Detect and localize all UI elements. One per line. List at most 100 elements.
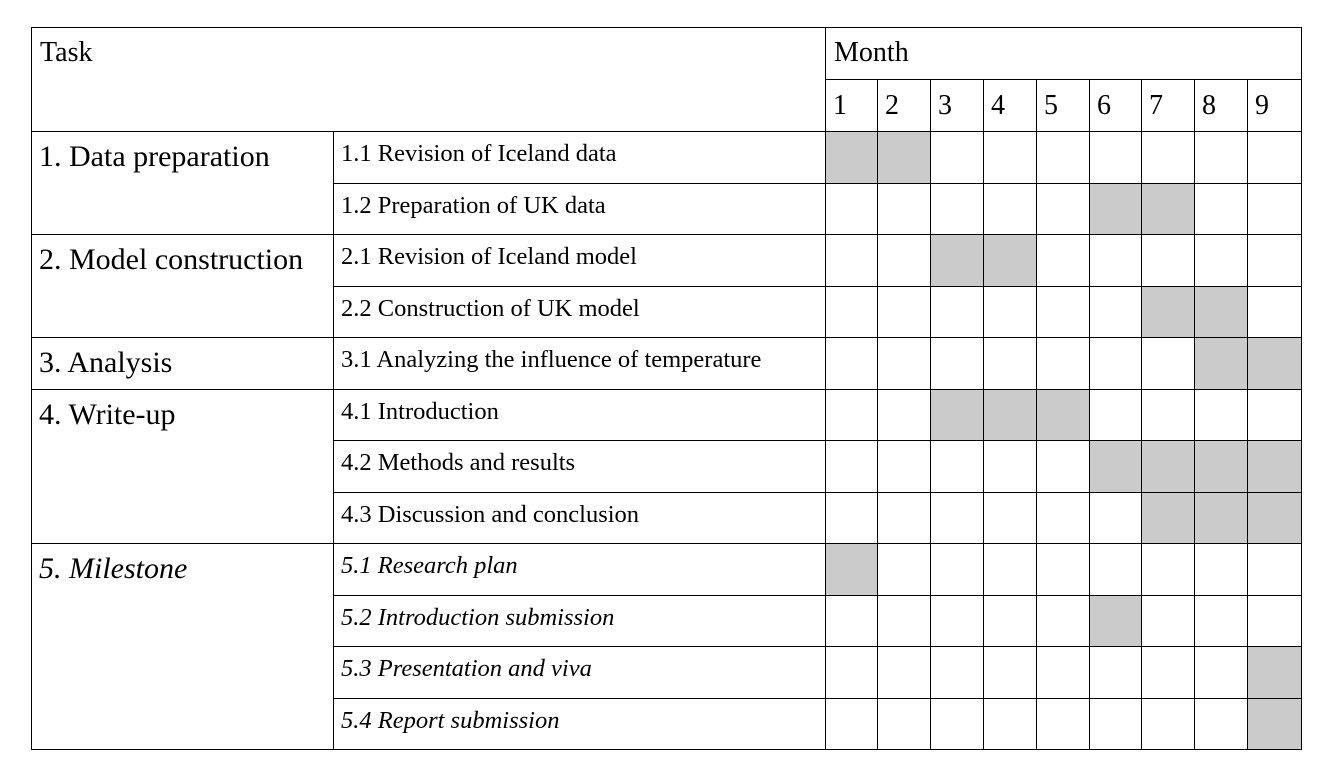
gantt-body: Task Month 1 2 3 4 5 6 7 8 9 1. Data pre… xyxy=(30,27,1303,750)
gantt-cell-filled xyxy=(1194,337,1249,390)
gantt-cell-filled xyxy=(1194,285,1249,338)
task-label: 1.1 Revision of Iceland data xyxy=(332,131,827,184)
gantt-cell-empty xyxy=(930,440,985,493)
gantt-cell-filled xyxy=(1247,440,1303,493)
gantt-cell-empty xyxy=(1036,543,1091,596)
gantt-cell-empty xyxy=(1141,131,1196,184)
group-label: 4. Write-up xyxy=(31,388,334,544)
gantt-cell-empty xyxy=(1036,440,1091,493)
gantt-cell-empty xyxy=(983,285,1038,338)
gantt-cell-filled xyxy=(1141,491,1196,544)
gantt-cell-empty xyxy=(1089,697,1143,750)
task-label: 5.1 Research plan xyxy=(332,543,827,596)
month-number: 4 xyxy=(983,79,1038,132)
month-number: 9 xyxy=(1247,79,1303,132)
task-row: 5.2 Introduction submission xyxy=(32,594,1303,647)
gantt-cell-empty xyxy=(1036,182,1091,235)
task-row: 1.2 Preparation of UK data xyxy=(32,182,1303,235)
gantt-cell-empty xyxy=(1141,646,1196,699)
gantt-cell-empty xyxy=(930,594,985,647)
gantt-cell-filled xyxy=(1036,388,1091,441)
gantt-cell-empty xyxy=(1141,388,1196,441)
gantt-cell-empty xyxy=(825,440,879,493)
gantt-cell-empty xyxy=(825,337,879,390)
group-label: 2. Model construction xyxy=(31,234,334,338)
task-header: Task xyxy=(30,27,827,132)
gantt-cell-empty xyxy=(877,337,932,390)
gantt-cell-empty xyxy=(930,337,985,390)
gantt-cell-filled xyxy=(877,131,932,184)
task-label: 4.2 Methods and results xyxy=(332,440,827,493)
gantt-cell-empty xyxy=(1089,234,1143,287)
gantt-cell-filled xyxy=(1141,285,1196,338)
gantt-cell-empty xyxy=(983,594,1038,647)
gantt-cell-empty xyxy=(930,285,985,338)
task-row: 5. Milestone 5.1 Research plan xyxy=(31,543,1303,750)
gantt-cell-empty xyxy=(1247,182,1303,235)
gantt-cell-empty xyxy=(1089,337,1143,390)
group-label: 1. Data preparation xyxy=(31,131,334,235)
task-row: 3. Analysis 3.1 Analyzing the influence o… xyxy=(31,337,1303,390)
gantt-cell-empty xyxy=(983,646,1038,699)
gantt-cell-empty xyxy=(877,388,932,441)
header-row: Task Month xyxy=(30,27,1303,132)
gantt-cell-empty xyxy=(877,285,932,338)
month-header: Month xyxy=(825,27,1303,80)
gantt-cell-empty xyxy=(825,646,879,699)
gantt-cell-empty xyxy=(930,131,985,184)
gantt-cell-empty xyxy=(983,131,1038,184)
gantt-cell-empty xyxy=(930,646,985,699)
gantt-cell-empty xyxy=(1247,594,1303,647)
gantt-cell-empty xyxy=(825,388,879,441)
gantt-cell-empty xyxy=(1089,543,1143,596)
gantt-cell-empty xyxy=(930,182,985,235)
gantt-cell-filled xyxy=(1247,491,1303,544)
task-row: 5.3 Presentation and viva xyxy=(32,646,1303,699)
gantt-cell-empty xyxy=(1194,131,1249,184)
gantt-cell-filled xyxy=(1247,646,1303,699)
gantt-cell-empty xyxy=(1247,543,1303,596)
task-label: 5.4 Report submission xyxy=(332,697,827,750)
task-row: 2.2 Construction of UK model xyxy=(32,285,1303,338)
gantt-table: Task Month 1 2 3 4 5 6 7 8 9 1. Data pre… xyxy=(30,27,1303,750)
gantt-cell-empty xyxy=(983,491,1038,544)
task-row: 4. Write-up 4.1 Introduction xyxy=(31,388,1303,544)
gantt-cell-empty xyxy=(1194,182,1249,235)
gantt-cell-filled xyxy=(1089,594,1143,647)
gantt-cell-filled xyxy=(930,234,985,287)
gantt-cell-filled xyxy=(1247,337,1303,390)
gantt-cell-filled xyxy=(825,131,879,184)
gantt-cell-filled xyxy=(1141,440,1196,493)
gantt-cell-empty xyxy=(1194,234,1249,287)
gantt-cell-empty xyxy=(983,182,1038,235)
gantt-cell-empty xyxy=(1089,285,1143,338)
group-label: 3. Analysis xyxy=(31,337,334,390)
gantt-cell-filled xyxy=(1141,182,1196,235)
gantt-cell-filled xyxy=(983,388,1038,441)
gantt-cell-empty xyxy=(983,543,1038,596)
gantt-cell-empty xyxy=(930,543,985,596)
month-number: 8 xyxy=(1194,79,1249,132)
task-label: 1.2 Preparation of UK data xyxy=(332,182,827,235)
gantt-cell-empty xyxy=(1089,131,1143,184)
task-row: 4.3 Discussion and conclusion xyxy=(32,491,1303,544)
task-label: 3.1 Analyzing the influence of temperatu… xyxy=(332,337,827,390)
gantt-cell-empty xyxy=(1036,646,1091,699)
task-row: 5.4 Report submission xyxy=(32,697,1303,750)
month-number: 3 xyxy=(930,79,985,132)
gantt-cell-filled xyxy=(983,234,1038,287)
month-number: 7 xyxy=(1141,79,1196,132)
gantt-cell-empty xyxy=(1194,388,1249,441)
gantt-cell-empty xyxy=(1089,491,1143,544)
task-row: 2. Model construction 2.1 Revision of Ice… xyxy=(31,234,1303,338)
gantt-cell-empty xyxy=(1036,234,1091,287)
month-number: 6 xyxy=(1089,79,1143,132)
gantt-cell-empty xyxy=(877,646,932,699)
group-label: 5. Milestone xyxy=(31,543,334,750)
gantt-cell-filled xyxy=(825,543,879,596)
gantt-cell-empty xyxy=(825,182,879,235)
gantt-cell-empty xyxy=(1247,285,1303,338)
gantt-cell-empty xyxy=(1036,491,1091,544)
gantt-cell-empty xyxy=(930,491,985,544)
gantt-cell-filled xyxy=(930,388,985,441)
